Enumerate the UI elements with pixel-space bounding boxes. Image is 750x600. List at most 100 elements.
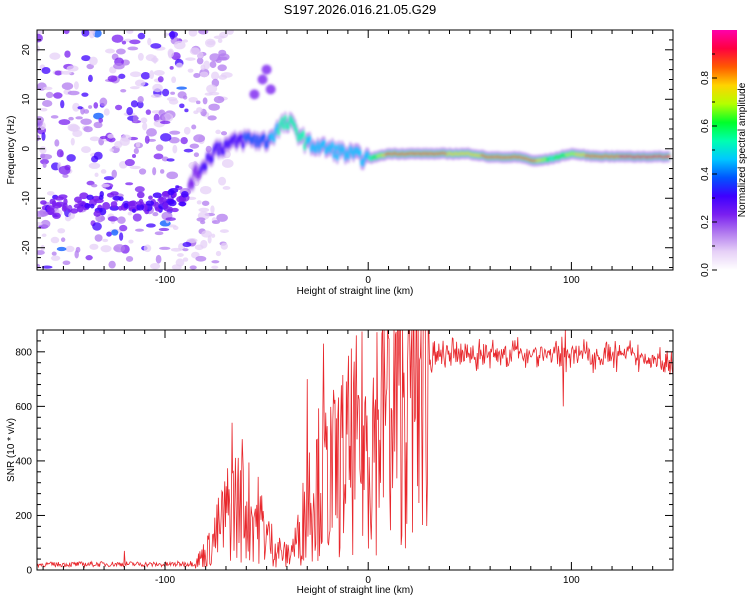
spectrogram-noise-blob bbox=[124, 159, 135, 167]
spectrogram-noise-blob bbox=[172, 144, 178, 154]
spectrogram-noise-blob bbox=[204, 92, 213, 96]
spectrogram-noise-blob bbox=[137, 101, 144, 109]
spectrogram-noise-blob bbox=[146, 128, 157, 137]
spectrogram-noise-blob bbox=[220, 72, 233, 78]
colorbar-tick-label: 0.2 bbox=[700, 215, 711, 229]
spectrogram-noise-blob bbox=[199, 71, 209, 78]
spectrogram-noise-blob bbox=[126, 106, 134, 116]
spectrogram-noise-blob bbox=[37, 33, 43, 43]
spectrogram-noise-blob bbox=[77, 106, 83, 110]
spectrogram-noise-blob bbox=[55, 201, 66, 207]
spectrogram-noise-blob bbox=[157, 76, 164, 83]
spectrogram-noise-blob bbox=[152, 167, 157, 176]
spectrogram-noise-blob bbox=[171, 76, 177, 84]
spectrogram-noise-blob bbox=[129, 71, 142, 78]
spectrogram-noise-blob bbox=[216, 213, 228, 222]
snr-y-tick-label: 0 bbox=[26, 566, 32, 577]
spectrogram-noise-blob bbox=[37, 45, 40, 53]
snr-y-tick-label: 800 bbox=[15, 347, 32, 358]
spectrogram-noise-blob bbox=[195, 255, 207, 262]
spectrogram-noise-blob bbox=[130, 100, 139, 108]
spectrogram-noise-blob bbox=[155, 254, 162, 264]
spectrogram-noise-blob bbox=[81, 55, 91, 62]
spectrogram-noise-blob bbox=[125, 255, 134, 262]
spectrogram-noise-blob bbox=[40, 200, 47, 205]
spectrogram-noise-blob bbox=[131, 208, 136, 213]
colorbar-tick-label: 0.6 bbox=[700, 119, 711, 133]
spectrogram-noise-blob bbox=[110, 201, 118, 208]
spectrogram-noise-blob bbox=[56, 149, 64, 158]
spectrogram-noise-blob bbox=[88, 162, 101, 169]
spectrogram-noise-blob bbox=[77, 200, 86, 205]
spectrogram-noise-blob bbox=[113, 244, 126, 253]
spectrogram-noise-blob bbox=[200, 239, 208, 249]
spectrogram-noise-blob bbox=[111, 229, 119, 236]
spectrogram-noise-blob bbox=[40, 219, 51, 228]
spectrogram-noise-blob bbox=[114, 104, 123, 111]
colorbar-ticks: 0.0 0.2 0.4 0.6 0.8 bbox=[700, 53, 717, 277]
spectrogram-noise-blob bbox=[83, 126, 93, 133]
spectrogram-y-tick-label: 0 bbox=[21, 146, 32, 152]
spectrogram-noise-blob bbox=[186, 238, 198, 243]
spectrogram-noise-blob bbox=[105, 48, 115, 54]
spectrogram-noise-blob bbox=[200, 64, 206, 71]
spectrogram-noise-blob bbox=[41, 66, 51, 75]
spectrogram-noise-blob bbox=[100, 245, 112, 253]
spectrogram-noise-blob bbox=[125, 182, 134, 186]
spectrogram-x-ticks: -100 0 100 bbox=[42, 30, 674, 286]
spectrogram-noise-blob bbox=[60, 237, 66, 243]
spectrogram-noise-blob bbox=[211, 233, 216, 238]
spectrogram-noise-blob bbox=[93, 112, 104, 120]
spectrogram-noise-blob bbox=[136, 191, 145, 199]
spectrogram-noise-blob bbox=[193, 73, 201, 79]
spectrogram-noise-blob bbox=[89, 203, 95, 209]
spectrogram-noise-blob bbox=[93, 102, 99, 109]
spectrogram-noise-blob bbox=[218, 176, 227, 186]
spectrogram-noise-blob bbox=[167, 189, 175, 196]
spectrogram-noise-blob bbox=[166, 158, 175, 162]
chart-title: S197.2026.016.21.05.G29 bbox=[284, 2, 437, 17]
spectrogram-y-tick-label: 10 bbox=[21, 93, 32, 105]
spectrogram-noise-blob bbox=[137, 95, 144, 103]
colorbar-gradient bbox=[712, 30, 737, 270]
spectrogram-noise-blob bbox=[39, 146, 47, 155]
spectrogram-noise-blob bbox=[58, 194, 68, 199]
spectrogram-noise-blob bbox=[162, 202, 169, 210]
spectrogram-ridge-core bbox=[336, 154, 339, 159]
spectrogram-noise-blob bbox=[39, 107, 48, 112]
spectrogram-noise-blob bbox=[66, 65, 79, 72]
spectrogram-noise-blob bbox=[144, 135, 150, 144]
spectrogram-noise-blob bbox=[72, 102, 80, 112]
spectrogram-noise-blob bbox=[220, 131, 228, 136]
spectrogram-noise-blob bbox=[88, 105, 93, 109]
spectrogram-noise-blob bbox=[94, 234, 103, 242]
spectrogram-noise-blob bbox=[166, 96, 178, 102]
spectrogram-noise-blob bbox=[68, 211, 76, 220]
spectrogram-noise-blob bbox=[51, 200, 57, 207]
colorbar-label: Normalized spectral amplitude bbox=[737, 82, 748, 217]
spectrogram-noise-blob bbox=[183, 148, 194, 153]
snr-y-label: SNR (10 * v/v) bbox=[6, 418, 17, 482]
spectrogram-noise-blob bbox=[198, 207, 210, 213]
spectrogram-noise-blob bbox=[60, 70, 72, 75]
spectrogram-noise-blob bbox=[80, 118, 92, 125]
spectrogram-ridge-core bbox=[301, 132, 305, 137]
spectrogram-noise-blob bbox=[147, 37, 152, 46]
spectrogram-noise-blob bbox=[70, 137, 75, 146]
snr-x-label: Height of straight line (km) bbox=[297, 585, 414, 596]
spectrogram-noise-blob bbox=[226, 30, 234, 35]
snr-x-tick-label: 100 bbox=[563, 575, 580, 586]
spectrogram-noise-blob bbox=[152, 192, 162, 199]
spectrogram-noise-blob bbox=[140, 117, 148, 124]
spectrogram-noise-blob bbox=[153, 153, 164, 160]
spectrogram-noise-blob bbox=[211, 71, 220, 81]
spectrogram-noise-blob bbox=[207, 115, 217, 121]
spectrogram-noise-blob bbox=[150, 43, 162, 49]
spectrogram-noise-blob bbox=[169, 130, 181, 135]
spectrogram-noise-blob bbox=[177, 253, 184, 257]
spectrogram-noise-blob bbox=[67, 90, 80, 96]
snr-series-line bbox=[37, 330, 673, 569]
spectrogram-noise-blob bbox=[179, 103, 185, 109]
spectrogram-ridge-core bbox=[204, 164, 207, 169]
spectrogram-noise-blob bbox=[161, 88, 170, 97]
